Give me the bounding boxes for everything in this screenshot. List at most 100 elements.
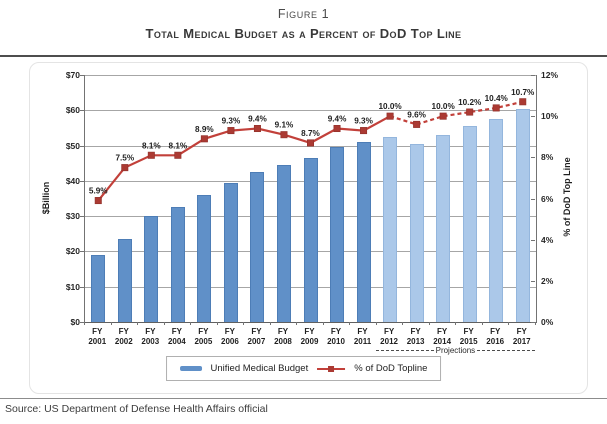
bar-fy-2006 (223, 182, 238, 322)
legend-bar-swatch (179, 366, 202, 371)
left-tick-mark (80, 322, 84, 323)
x-axis-label-line: 2002 (114, 336, 133, 346)
data-label: 10.2% (458, 98, 482, 107)
x-axis-label-line: 2017 (512, 336, 531, 346)
x-axis-label: FY 2015 (455, 327, 482, 346)
x-tick-mark (455, 322, 457, 325)
x-tick-mark (375, 322, 377, 325)
legend-bar-label: Unified Medical Budget (210, 363, 309, 374)
x-axis-label: FY 2003 (137, 327, 164, 346)
bar-fy-2007 (250, 172, 265, 322)
x-axis-label: FY 2009 (296, 327, 323, 346)
header-divider (0, 55, 607, 57)
right-axis-tick: 12% (541, 70, 559, 80)
right-axis-tick: 0% (541, 317, 554, 327)
data-label: 10.4% (485, 94, 509, 103)
x-axis-label-line: 2012 (380, 336, 398, 346)
percent-line-chart: 5.9% 7.5% 8.1% 8.1% 8.9% 9.3% 9.4% 9.1% 8.7% 9.4%… (89, 88, 535, 205)
x-tick-mark (508, 322, 510, 325)
gridline (85, 75, 536, 76)
figure-title: Total Medical Budget as a Percent of DoD… (145, 26, 462, 41)
left-axis-tick: $20 (65, 246, 80, 257)
x-tick-mark (402, 322, 404, 325)
x-axis-label: FY 2007 (243, 327, 270, 346)
data-label: 9.1% (275, 121, 294, 130)
data-label: 8.9% (195, 125, 214, 134)
bar-fy-2002 (117, 239, 132, 322)
x-axis-label-line: FY (516, 327, 527, 336)
x-tick-mark (481, 322, 483, 325)
legend-line-marker (328, 365, 335, 372)
data-label: 9.4% (248, 115, 267, 124)
marker-fy-2004 (174, 151, 182, 159)
x-axis-label: FY 2013 (402, 327, 429, 346)
bar-fy-2011 (356, 142, 371, 322)
data-label: 5.9% (89, 187, 108, 196)
marker-fy-2014 (439, 112, 447, 120)
marker-fy-2002 (121, 164, 129, 172)
x-axis-label: FY 2004 (164, 327, 191, 346)
x-axis-label-line: FY (410, 327, 421, 336)
x-axis-label-line: FY (224, 327, 236, 336)
x-axis-label-line: 2010 (327, 336, 345, 346)
x-axis-label-line: FY (118, 327, 129, 336)
legend-line-label: % of DoD Topline (354, 363, 428, 374)
data-label: 8.7% (301, 129, 320, 138)
marker-fy-2009 (307, 139, 315, 147)
projections-dash-right (477, 350, 535, 351)
marker-fy-2015 (466, 108, 474, 116)
bar-fy-2005 (197, 194, 212, 322)
x-axis-label: FY 2010 (323, 327, 350, 346)
x-axis-label-line: 2003 (141, 336, 160, 346)
left-axis-tick: $40 (65, 175, 80, 186)
projections-dash-left (375, 350, 434, 351)
data-label: 10.0% (432, 102, 456, 111)
right-tick-mark (531, 116, 535, 118)
bar-fy-2008 (276, 164, 291, 322)
x-tick-mark (322, 322, 324, 325)
right-tick-mark (531, 198, 535, 200)
marker-fy-2006 (227, 127, 235, 135)
left-tick-mark (80, 286, 84, 288)
projections-bracket: Projections (375, 346, 535, 355)
left-axis-title: $Billion (41, 181, 51, 215)
x-axis-label: FY 2012 (376, 327, 403, 346)
marker-fy-2008 (280, 131, 288, 139)
data-label: 8.1% (142, 141, 161, 150)
bar-fy-2014 (436, 135, 451, 322)
x-axis-label: FY 2014 (429, 327, 456, 346)
bar-fy-2015 (462, 126, 477, 322)
x-tick-mark (110, 322, 112, 325)
left-tick-mark (80, 110, 84, 112)
x-axis-label-line: FY (277, 327, 289, 336)
data-label: 8.1% (169, 141, 188, 150)
x-axis-label-line: FY (357, 327, 368, 336)
data-label: 9.6% (407, 110, 426, 119)
x-tick-mark (243, 322, 245, 325)
x-axis-label-line: FY (463, 327, 474, 336)
bar-fy-2001 (91, 254, 106, 322)
right-axis-title: % of DoD Top Line (562, 157, 572, 237)
right-axis-tick: 10% (541, 111, 559, 122)
data-label: 9.3% (354, 117, 373, 126)
bar-fy-2009 (303, 157, 318, 322)
x-axis-label-line: 2001 (88, 336, 107, 346)
marker-fy-2012 (386, 112, 394, 120)
source-note: Source: US Department of Defense Health … (5, 403, 268, 415)
x-axis-label-line: FY (383, 327, 395, 336)
left-axis-tick: $30 (65, 211, 80, 222)
x-axis-label: FY 2011 (349, 327, 376, 346)
x-axis-label-line: 2013 (406, 336, 425, 346)
x-axis-label-line: FY (145, 327, 156, 336)
left-tick-mark (80, 75, 84, 76)
bar-fy-2004 (170, 207, 185, 322)
data-label: 10.0% (378, 102, 402, 111)
marker-fy-2003 (147, 151, 155, 159)
x-tick-mark (216, 322, 218, 325)
x-axis-label-line: 2005 (194, 336, 213, 346)
projections-label: Projections (435, 346, 476, 355)
x-axis-label-line: FY (330, 327, 342, 336)
x-tick-mark (535, 322, 536, 325)
x-axis-label-line: FY (490, 327, 501, 336)
